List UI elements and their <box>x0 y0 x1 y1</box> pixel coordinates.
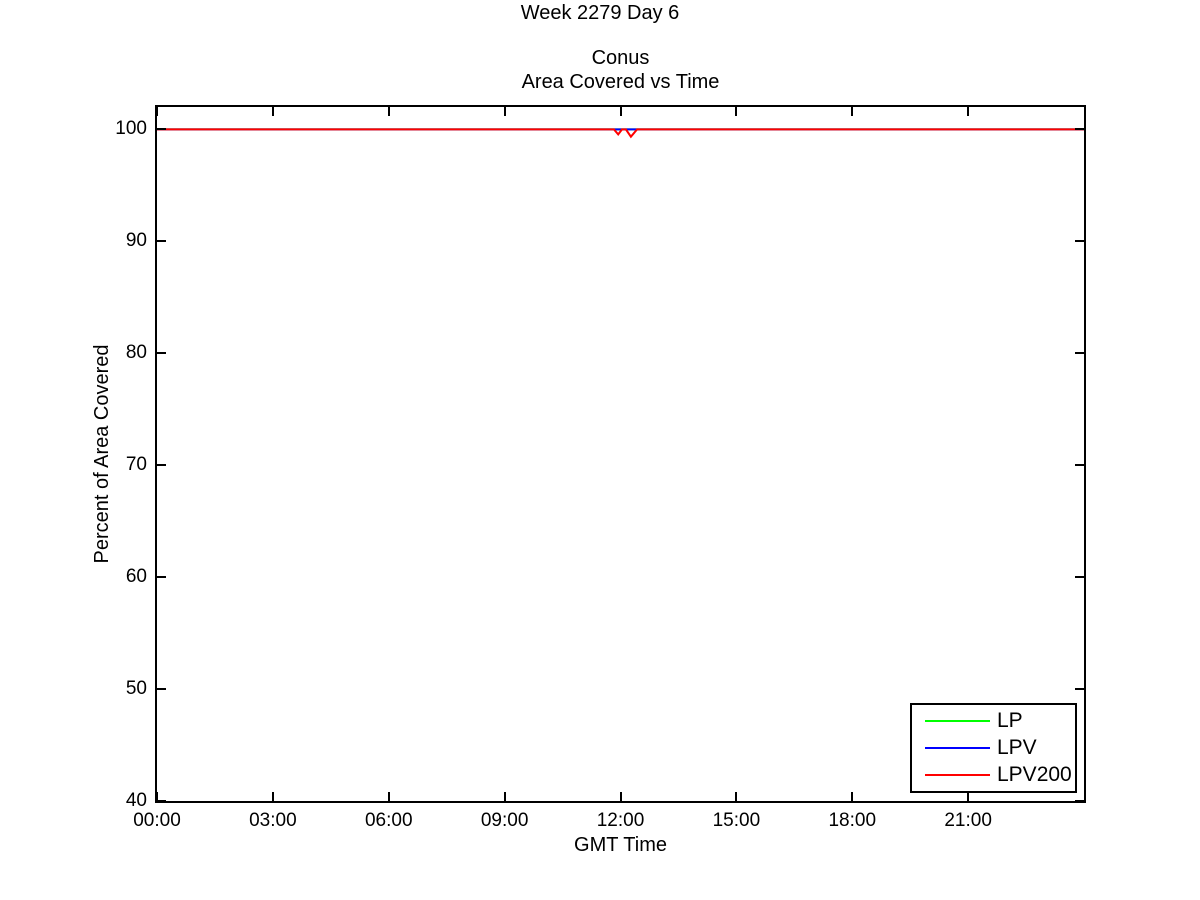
chart-title-line2: Area Covered vs Time <box>521 71 720 93</box>
x-tick-label: 18:00 <box>828 810 877 831</box>
legend-item-LP: LP <box>912 708 1075 734</box>
x-tick-mark <box>387 107 390 116</box>
x-tick-label: 06:00 <box>364 810 413 831</box>
x-tick-mark <box>967 792 970 801</box>
x-tick-mark <box>387 792 390 801</box>
y-tick-label: 90 <box>125 230 147 252</box>
legend-label: LPV <box>997 735 1037 759</box>
x-tick-mark <box>271 792 274 801</box>
y-tick-mark <box>157 464 166 467</box>
x-tick-mark <box>735 792 738 801</box>
data-series-lines <box>157 128 1084 139</box>
legend-line-sample-LPV200 <box>925 773 990 776</box>
y-tick-mark <box>157 688 166 691</box>
legend-label: LPV200 <box>997 762 1072 786</box>
y-tick-mark <box>157 240 166 243</box>
x-tick-mark <box>735 107 738 116</box>
plot-area: LP LPV LPV200 <box>155 105 1086 803</box>
legend-label: LP <box>997 709 1023 733</box>
legend-item-LPV: LPV <box>912 735 1075 761</box>
legend: LP LPV LPV200 <box>910 703 1077 793</box>
y-tick-label: 80 <box>125 342 147 364</box>
x-tick-mark <box>503 107 506 116</box>
chart-title-line1: Conus <box>591 47 650 69</box>
y-tick-mark <box>1075 800 1084 802</box>
x-tick-label: 12:00 <box>596 810 645 831</box>
legend-line-sample-LPV <box>925 746 990 749</box>
x-tick-mark <box>156 792 158 801</box>
y-tick-mark <box>1075 576 1084 579</box>
y-tick-mark <box>157 128 166 131</box>
x-tick-mark <box>156 107 158 116</box>
chart-title: Conus Area Covered vs Time <box>157 46 1084 94</box>
x-axis-label: GMT Time <box>574 834 667 856</box>
y-tick-mark <box>1075 128 1084 131</box>
y-tick-mark <box>1075 352 1084 355</box>
y-tick-label: 50 <box>125 678 147 700</box>
y-tick-label: 70 <box>125 454 147 476</box>
x-tick-mark <box>619 792 622 801</box>
x-tick-label: 21:00 <box>944 810 992 831</box>
x-tick-mark <box>271 107 274 116</box>
legend-line-sample-LP <box>925 720 990 723</box>
y-tick-label: 100 <box>115 118 147 140</box>
x-tick-mark <box>503 792 506 801</box>
y-tick-mark <box>157 352 166 355</box>
x-tick-mark <box>967 107 970 116</box>
x-tick-mark <box>619 107 622 116</box>
x-tick-label: 09:00 <box>480 810 529 831</box>
x-tick-label: 00:00 <box>133 810 181 831</box>
legend-item-LPV200: LPV200 <box>912 762 1075 788</box>
y-tick-mark <box>157 800 166 802</box>
y-tick-mark <box>157 576 166 579</box>
y-tick-mark <box>1075 688 1084 691</box>
x-tick-mark <box>851 107 854 116</box>
y-tick-label: 40 <box>125 790 147 811</box>
series-line-LPV200 <box>157 128 1084 139</box>
figure-suptitle: Week 2279 Day 6 <box>520 2 680 24</box>
y-tick-mark <box>1075 240 1084 243</box>
y-tick-label: 60 <box>125 566 147 588</box>
x-tick-mark <box>851 792 854 801</box>
y-tick-mark <box>1075 464 1084 467</box>
x-tick-label: 15:00 <box>712 810 761 831</box>
x-tick-label: 03:00 <box>249 810 297 831</box>
